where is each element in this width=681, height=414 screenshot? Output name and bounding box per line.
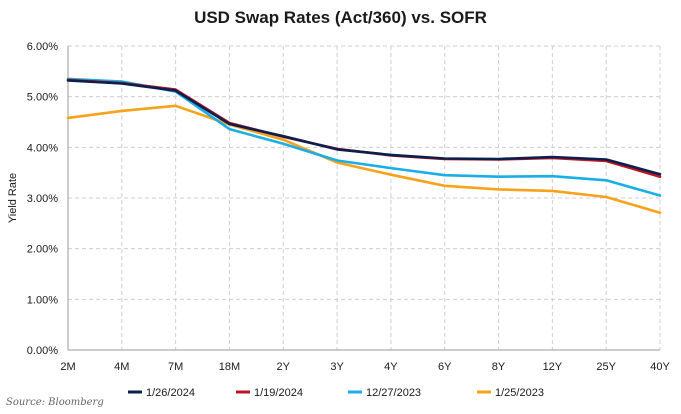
- source-note: Source: Bloomberg: [6, 397, 104, 408]
- chart-title: USD Swap Rates (Act/360) vs. SOFR: [194, 8, 487, 27]
- y-tick-label: 3.00%: [27, 193, 58, 205]
- legend-label: 1/26/2024: [146, 387, 195, 399]
- y-tick-label: 2.00%: [27, 244, 58, 256]
- y-tick-label: 6.00%: [27, 41, 58, 53]
- y-axis-label: Yield Rate: [7, 173, 19, 223]
- x-tick-label: 6Y: [438, 361, 452, 373]
- legend-label: 1/25/2023: [495, 387, 544, 399]
- x-tick-label: 18M: [219, 361, 240, 373]
- x-tick-label: 3Y: [330, 361, 344, 373]
- series-line: [66, 79, 662, 176]
- y-tick-label: 1.00%: [27, 294, 58, 306]
- x-tick-label: 2Y: [277, 361, 291, 373]
- series-line: [66, 78, 662, 178]
- legend-label: 12/27/2023: [366, 387, 421, 399]
- y-tick-label: 0.00%: [27, 345, 58, 357]
- x-tick-label: 7M: [168, 361, 183, 373]
- x-tick-label: 25Y: [596, 361, 616, 373]
- legend-label: 1/19/2024: [254, 387, 303, 399]
- x-tick-label: 4M: [114, 361, 129, 373]
- x-tick-label: 4Y: [384, 361, 398, 373]
- x-tick-label: 12Y: [543, 361, 563, 373]
- y-tick-label: 5.00%: [27, 92, 58, 104]
- y-tick-label: 4.00%: [27, 142, 58, 154]
- series-line: [66, 104, 662, 214]
- x-tick-label: 8Y: [492, 361, 506, 373]
- x-tick-label: 40Y: [650, 361, 670, 373]
- x-tick-label: 2M: [60, 361, 75, 373]
